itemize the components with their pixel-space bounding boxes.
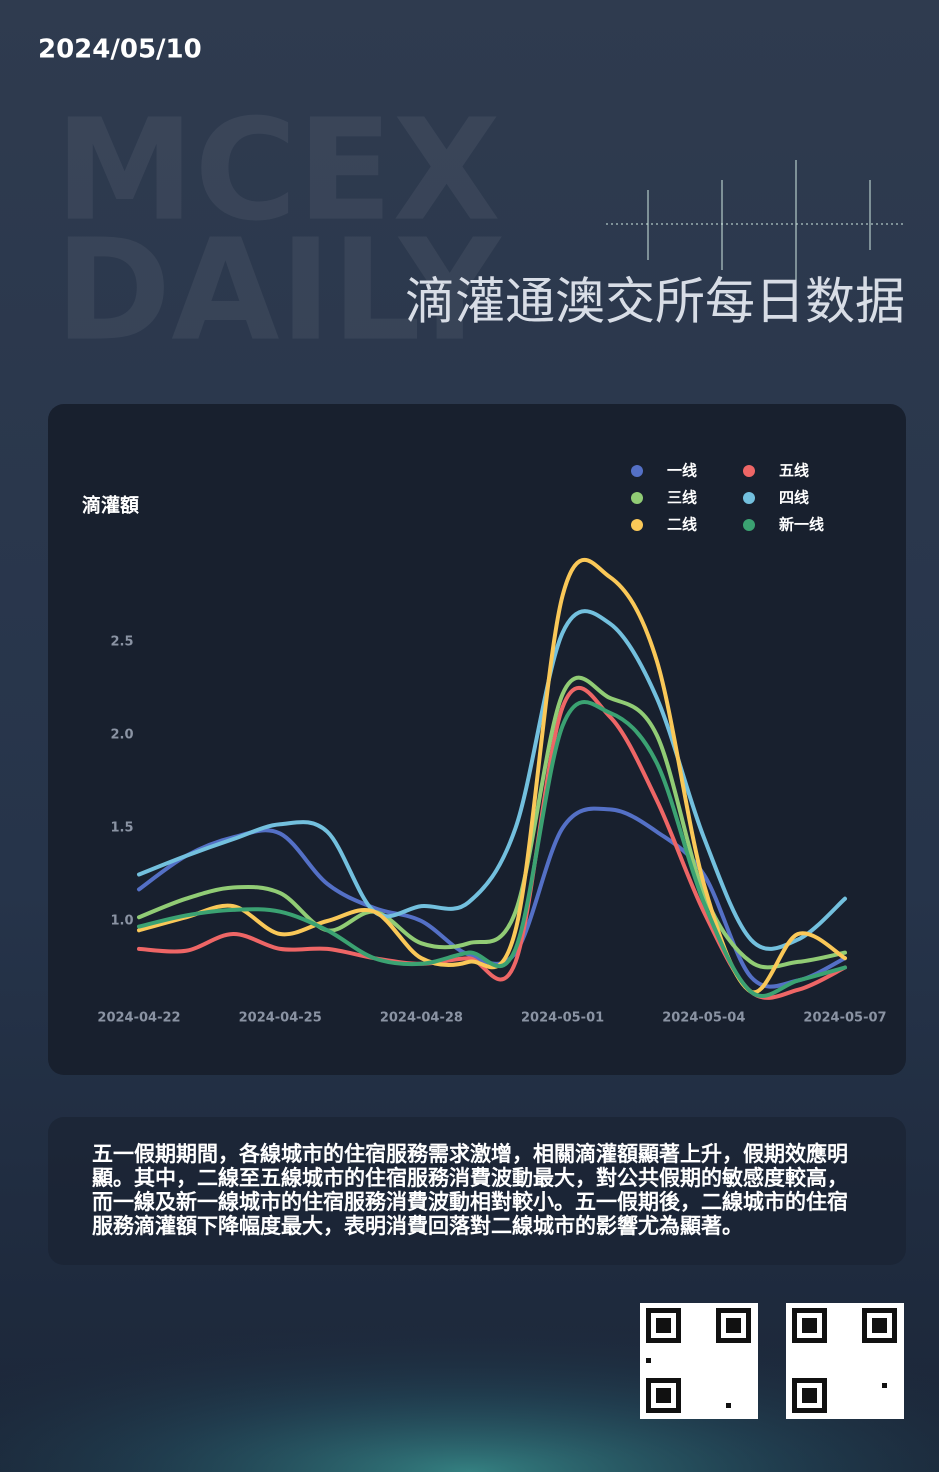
legend-marker [631, 465, 643, 477]
qr-finder [872, 1318, 887, 1333]
legend-marker [743, 465, 755, 477]
legend-label: 四线 [779, 489, 809, 507]
qr-module [646, 1358, 651, 1363]
legend-label: 一线 [667, 462, 697, 480]
y-tick-label: 1.5 [110, 821, 133, 836]
qr-module [726, 1403, 731, 1408]
qr-finder [656, 1388, 671, 1403]
legend-marker [631, 519, 643, 531]
legend-marker [631, 492, 643, 504]
legend-label: 三线 [667, 489, 697, 507]
page-graphic: 2024/05/10 MCEX DAILY 滴灌通澳交所每日数据 滴灌額 1.0… [0, 0, 939, 1472]
legend-label: 新一线 [779, 516, 824, 534]
legend-marker [743, 519, 755, 531]
qr-finder [656, 1318, 671, 1333]
x-tick-label: 2024-04-28 [380, 1011, 463, 1026]
chart-card [48, 404, 906, 1075]
qr-finder [802, 1388, 817, 1403]
legend-label: 五线 [779, 462, 809, 480]
page: {"header": {"date": "2024/05/10", "water… [0, 0, 939, 1472]
x-tick-label: 2024-04-25 [239, 1011, 322, 1026]
qr-finder [802, 1318, 817, 1333]
legend-label: 二线 [667, 516, 697, 534]
x-tick-label: 2024-04-22 [97, 1011, 180, 1026]
title: 滴灌通澳交所每日数据 [405, 273, 905, 331]
x-tick-label: 2024-05-01 [521, 1011, 604, 1026]
date: 2024/05/10 [38, 35, 202, 65]
y-tick-label: 2.5 [110, 635, 133, 650]
qr-finder [726, 1318, 741, 1333]
y-axis-label: 滴灌額 [82, 494, 139, 517]
y-tick-label: 2.0 [110, 728, 133, 743]
summary: 五一假期期間，各線城市的住宿服務需求激增，相關滴灌額顯著上升，假期效應明顯。其中… [92, 1142, 862, 1238]
qr-module [882, 1383, 887, 1388]
x-tick-label: 2024-05-07 [803, 1011, 886, 1026]
x-tick-label: 2024-05-04 [662, 1011, 745, 1026]
y-tick-label: 1.0 [110, 914, 133, 929]
legend-marker [743, 492, 755, 504]
